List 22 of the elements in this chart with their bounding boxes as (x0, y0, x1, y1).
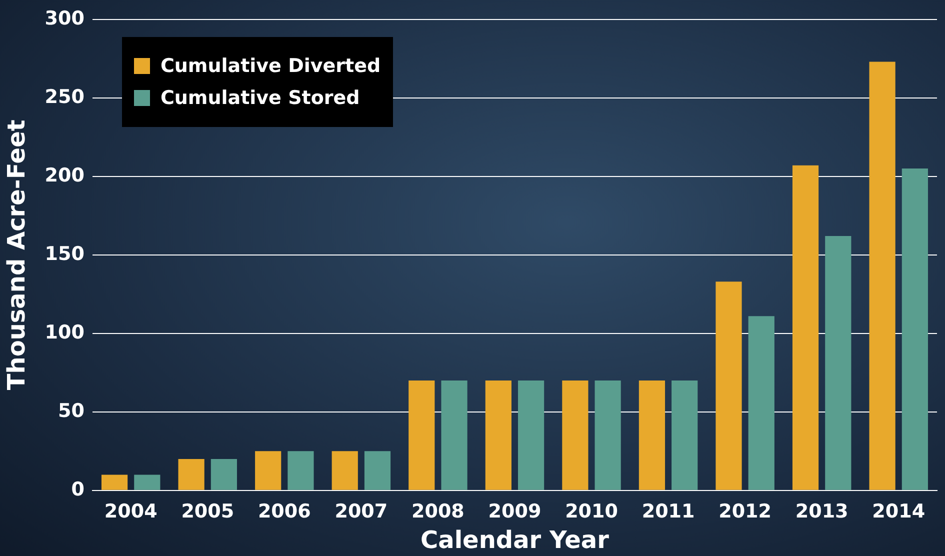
x-tick-label: 2008 (412, 500, 464, 523)
x-axis-title: Calendar Year (420, 526, 610, 554)
y-tick-label: 100 (44, 321, 84, 344)
y-tick-label: 300 (44, 7, 84, 30)
legend-label: Cumulative Stored (160, 87, 360, 110)
x-tick-label: 2010 (565, 500, 618, 523)
x-tick-label: 2013 (795, 500, 848, 523)
x-tick-label: 2006 (258, 500, 311, 523)
x-tick-label: 2007 (334, 500, 388, 523)
y-tick-label: 250 (44, 86, 84, 108)
x-tick-label: 2011 (642, 500, 695, 523)
x-tick-label: 2009 (488, 500, 542, 523)
y-axis-title: Thousand Acre-Feet (2, 120, 31, 390)
x-tick-label: 2004 (104, 500, 158, 523)
x-tick-label: 2012 (718, 500, 772, 523)
x-tick-label: 2005 (181, 500, 234, 523)
y-tick-label: 200 (44, 164, 84, 186)
legend-label: Cumulative Diverted (160, 55, 381, 78)
x-tick-label: 2014 (872, 500, 926, 523)
y-tick-label: 0 (71, 478, 84, 500)
y-tick-label: 150 (44, 242, 84, 265)
y-tick-label: 50 (58, 400, 84, 422)
